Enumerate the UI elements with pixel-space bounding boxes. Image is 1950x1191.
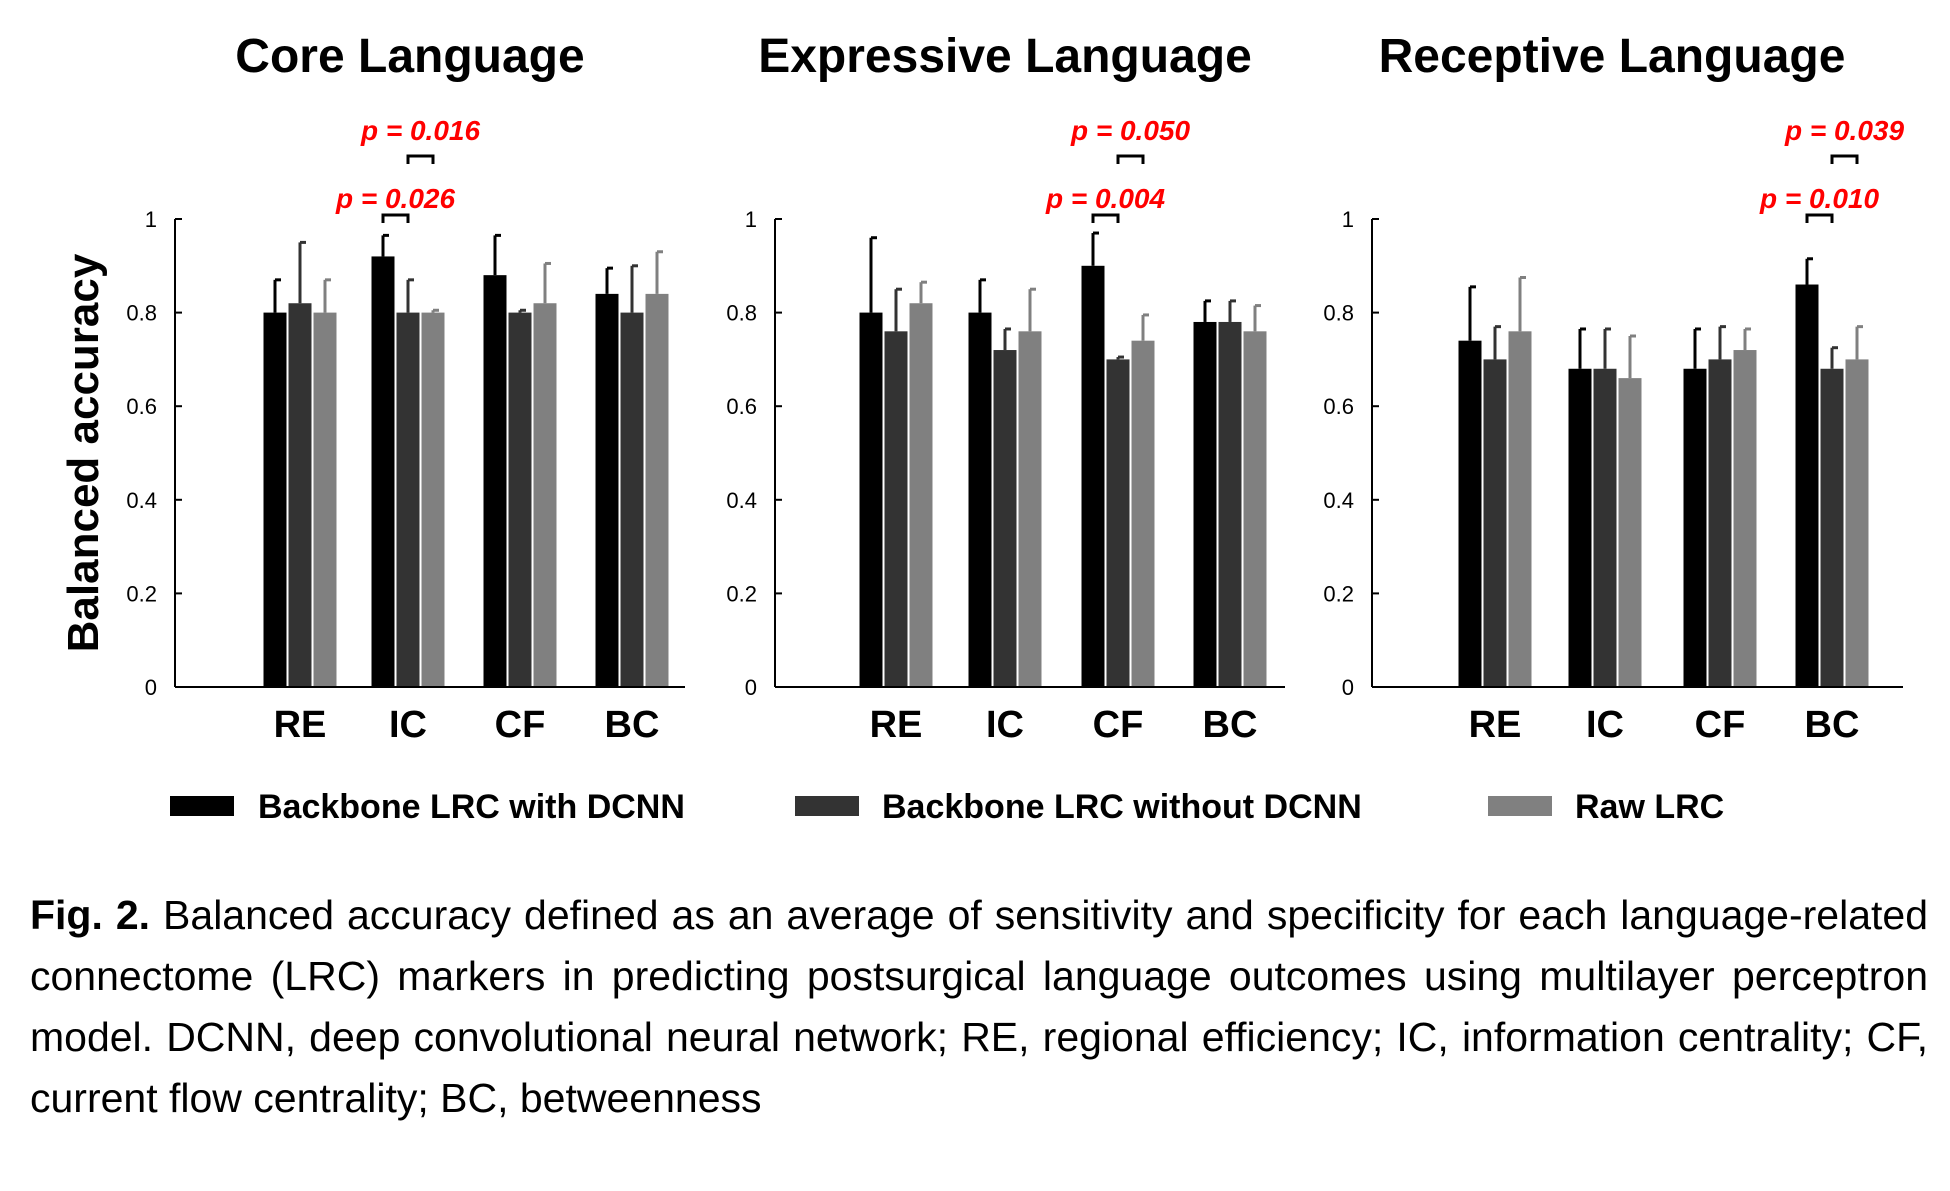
p-value-label: p = 0.039 — [1784, 115, 1905, 146]
category-label: BC — [1805, 704, 1860, 746]
bar — [1795, 284, 1819, 687]
legend-label: Backbone LRC without DCNN — [882, 788, 1362, 826]
y-tick-label: 0 — [1342, 675, 1354, 700]
category-label: IC — [389, 704, 427, 746]
bar — [396, 312, 420, 687]
category-label: BC — [1203, 704, 1258, 746]
bar — [1733, 350, 1757, 687]
bar — [1820, 368, 1844, 687]
bar — [371, 256, 395, 687]
significance-bracket — [1116, 154, 1145, 164]
p-value-label: p = 0.026 — [335, 183, 456, 214]
y-tick-label: 0 — [145, 675, 157, 700]
category-label: IC — [1586, 704, 1624, 746]
category-label: IC — [986, 704, 1024, 746]
significance-bracket — [381, 213, 410, 223]
p-value-label: p = 0.050 — [1070, 115, 1191, 146]
bar — [288, 303, 312, 687]
bar — [263, 312, 287, 687]
chart-panel: Expressive Language 0 0.2 0.4 0.6 0.8 1 RE IC CF B… — [726, 30, 1285, 746]
bar — [421, 312, 445, 687]
y-tick-label: 0.6 — [126, 394, 157, 419]
y-tick-label: 0.4 — [726, 488, 757, 513]
y-axis-label: Balanced accuracy — [59, 253, 108, 652]
category-label: RE — [870, 704, 923, 746]
category-label: RE — [1469, 704, 1522, 746]
bar — [313, 312, 337, 687]
bar — [1708, 359, 1732, 687]
bar — [1131, 340, 1155, 687]
bar — [1508, 331, 1532, 687]
y-tick-label: 0.8 — [126, 301, 157, 326]
legend: Backbone LRC with DCNN Backbone LRC witho… — [170, 788, 1724, 826]
y-tick-label: 0.8 — [726, 301, 757, 326]
category-label: CF — [1093, 704, 1144, 746]
bar — [483, 275, 507, 687]
bar — [645, 293, 669, 687]
bar — [884, 331, 908, 687]
y-tick-label: 0.6 — [1323, 394, 1354, 419]
significance-bracket — [1830, 154, 1859, 164]
chart-panel: Core Language 0 0.2 0.4 0.6 0.8 1 RE IC CF BC p = 0… — [126, 30, 685, 746]
category-label: CF — [495, 704, 546, 746]
bar — [968, 312, 992, 687]
bar — [1568, 368, 1592, 687]
legend-swatch — [795, 796, 859, 816]
y-tick-label: 1 — [745, 207, 757, 232]
bar — [1018, 331, 1042, 687]
bar — [909, 303, 933, 687]
bar — [1243, 331, 1267, 687]
caption-text: Balanced accuracy defined as an average … — [30, 892, 1928, 1121]
bar — [1483, 359, 1507, 687]
y-tick-label: 0.4 — [126, 488, 157, 513]
panel-title: Expressive Language — [758, 30, 1252, 83]
bar — [1618, 378, 1642, 687]
y-tick-label: 1 — [145, 207, 157, 232]
figure-caption: Fig. 2. Balanced accuracy defined as an … — [30, 885, 1928, 1129]
bar — [1106, 359, 1130, 687]
legend-label: Raw LRC — [1575, 788, 1724, 826]
bar — [620, 312, 644, 687]
chart-panel: Receptive Language 0 0.2 0.4 0.6 0.8 1 RE IC CF BC… — [1323, 30, 1904, 746]
y-tick-label: 0.2 — [126, 581, 157, 606]
bar — [859, 312, 883, 687]
y-tick-label: 0 — [745, 675, 757, 700]
chart-panels: Core Language 0 0.2 0.4 0.6 0.8 1 RE IC CF BC p = 0… — [59, 30, 1904, 746]
caption-label: Fig. 2. — [30, 892, 151, 938]
panel-title: Receptive Language — [1379, 30, 1846, 83]
y-tick-label: 0.4 — [1323, 488, 1354, 513]
panel-title: Core Language — [235, 30, 584, 83]
y-tick-label: 1 — [1342, 207, 1354, 232]
bar — [1218, 321, 1242, 687]
significance-bracket — [1805, 213, 1834, 223]
y-tick-label: 0.8 — [1323, 301, 1354, 326]
p-value-label: p = 0.016 — [360, 115, 481, 146]
category-label: BC — [605, 704, 660, 746]
p-value-label: p = 0.010 — [1759, 183, 1880, 214]
category-label: RE — [274, 704, 327, 746]
bar — [1458, 340, 1482, 687]
significance-bracket — [1091, 213, 1120, 223]
bar — [1593, 368, 1617, 687]
bar — [1845, 359, 1869, 687]
legend-swatch — [1488, 796, 1552, 816]
bar — [508, 312, 532, 687]
legend-swatch — [170, 796, 234, 816]
significance-bracket — [406, 154, 435, 164]
y-tick-label: 0.2 — [726, 581, 757, 606]
p-value-label: p = 0.004 — [1045, 183, 1166, 214]
bar — [1193, 321, 1217, 687]
bar — [993, 350, 1017, 687]
category-label: CF — [1695, 704, 1746, 746]
bar — [1081, 265, 1105, 687]
y-tick-label: 0.6 — [726, 394, 757, 419]
bar — [533, 303, 557, 687]
y-tick-label: 0.2 — [1323, 581, 1354, 606]
bar — [1683, 368, 1707, 687]
legend-label: Backbone LRC with DCNN — [258, 788, 685, 826]
bar — [595, 293, 619, 687]
